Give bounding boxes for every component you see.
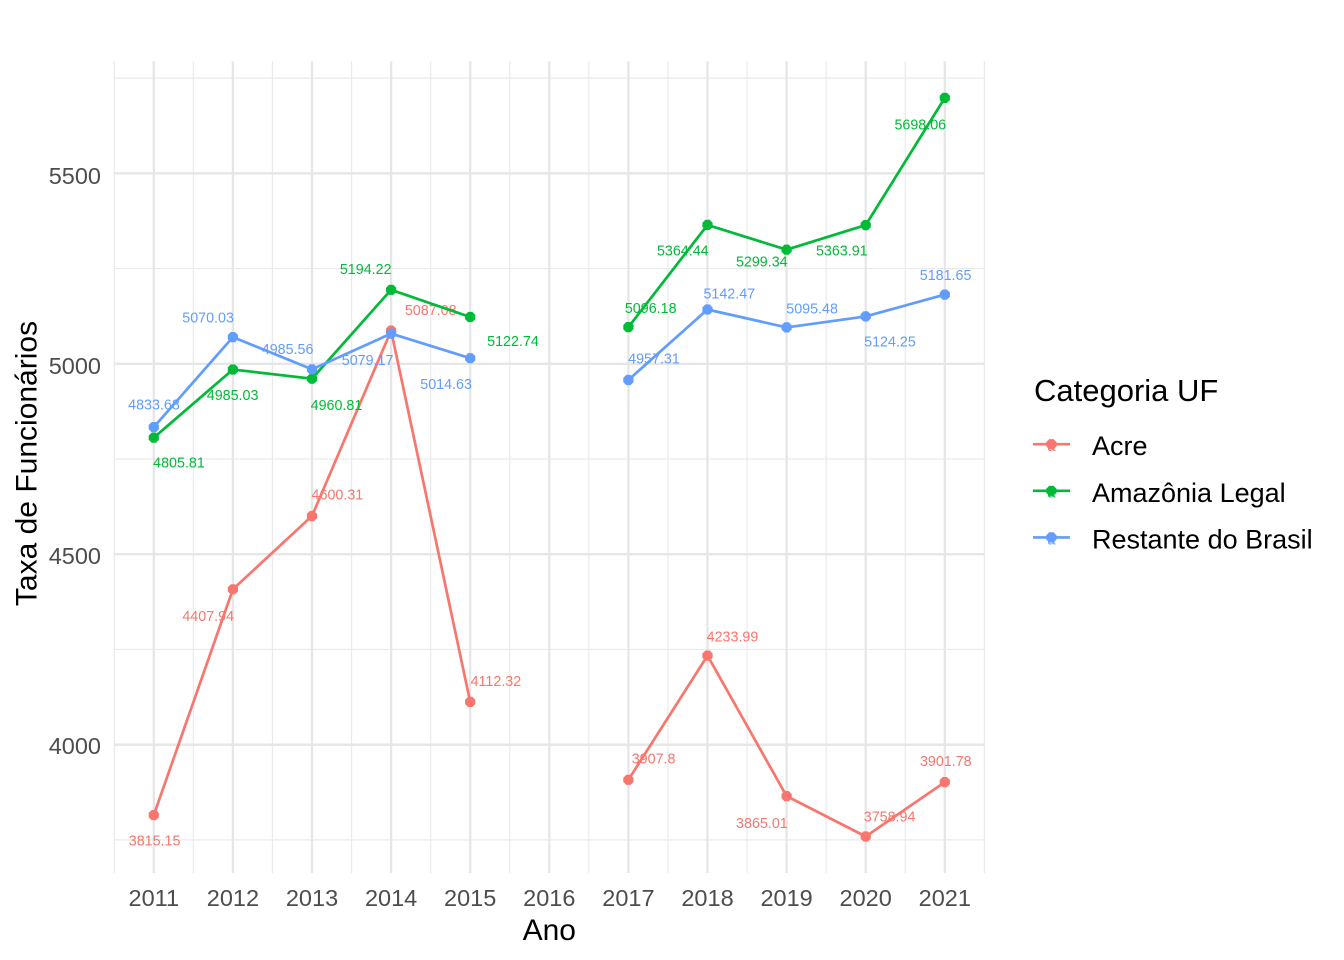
svg-text:4600.31: 4600.31 <box>312 487 364 503</box>
svg-text:5096.18: 5096.18 <box>625 301 677 317</box>
svg-text:3815.15: 3815.15 <box>129 833 181 849</box>
svg-text:5079.17: 5079.17 <box>342 353 394 369</box>
svg-text:5122.74: 5122.74 <box>487 334 539 350</box>
svg-text:5142.47: 5142.47 <box>703 286 755 302</box>
svg-text:4985.56: 4985.56 <box>262 342 314 358</box>
svg-text:4960.81: 4960.81 <box>311 398 363 414</box>
svg-text:Categoria UF: Categoria UF <box>1034 373 1218 408</box>
svg-text:4500: 4500 <box>49 543 101 569</box>
svg-text:5014.63: 5014.63 <box>420 377 472 393</box>
svg-text:2017: 2017 <box>602 885 654 911</box>
svg-text:5500: 5500 <box>49 163 101 189</box>
svg-text:Amazônia Legal: Amazônia Legal <box>1092 478 1286 508</box>
svg-text:4112.32: 4112.32 <box>471 674 522 690</box>
svg-text:5181.65: 5181.65 <box>920 268 972 284</box>
svg-text:4985.03: 4985.03 <box>207 388 259 404</box>
svg-text:3907.8: 3907.8 <box>632 751 676 767</box>
svg-text:Taxa de Funcionários: Taxa de Funcionários <box>11 321 44 606</box>
svg-text:Acre: Acre <box>1092 431 1148 461</box>
svg-text:3901.78: 3901.78 <box>920 754 972 770</box>
svg-text:4407.94: 4407.94 <box>182 609 234 625</box>
svg-text:5299.34: 5299.34 <box>736 255 788 271</box>
svg-text:5124.25: 5124.25 <box>864 335 916 351</box>
svg-text:4957.31: 4957.31 <box>628 351 680 367</box>
svg-text:5194.22: 5194.22 <box>340 262 392 278</box>
svg-text:2020: 2020 <box>840 885 892 911</box>
svg-text:3865.01: 3865.01 <box>736 816 788 832</box>
svg-text:5070.03: 5070.03 <box>182 311 234 327</box>
svg-text:2018: 2018 <box>681 885 733 911</box>
svg-text:Ano: Ano <box>523 914 576 947</box>
svg-text:5364.44: 5364.44 <box>657 244 709 260</box>
svg-text:4833.68: 4833.68 <box>128 397 180 413</box>
svg-text:5363.91: 5363.91 <box>816 244 868 260</box>
svg-text:4233.99: 4233.99 <box>707 629 759 645</box>
svg-text:2014: 2014 <box>365 885 417 911</box>
svg-text:2012: 2012 <box>207 885 259 911</box>
svg-text:4000: 4000 <box>49 733 101 759</box>
svg-text:2011: 2011 <box>129 885 180 911</box>
svg-text:4805.81: 4805.81 <box>153 456 205 472</box>
svg-text:5000: 5000 <box>49 353 101 379</box>
svg-text:2013: 2013 <box>286 885 338 911</box>
svg-text:2021: 2021 <box>919 885 971 911</box>
svg-text:2016: 2016 <box>523 885 575 911</box>
svg-text:2019: 2019 <box>760 885 812 911</box>
svg-text:3758.94: 3758.94 <box>864 809 916 825</box>
svg-text:5095.48: 5095.48 <box>786 302 838 318</box>
svg-text:2015: 2015 <box>444 885 496 911</box>
svg-text:Restante do Brasil: Restante do Brasil <box>1092 524 1313 554</box>
svg-text:5698.06: 5698.06 <box>894 118 946 134</box>
